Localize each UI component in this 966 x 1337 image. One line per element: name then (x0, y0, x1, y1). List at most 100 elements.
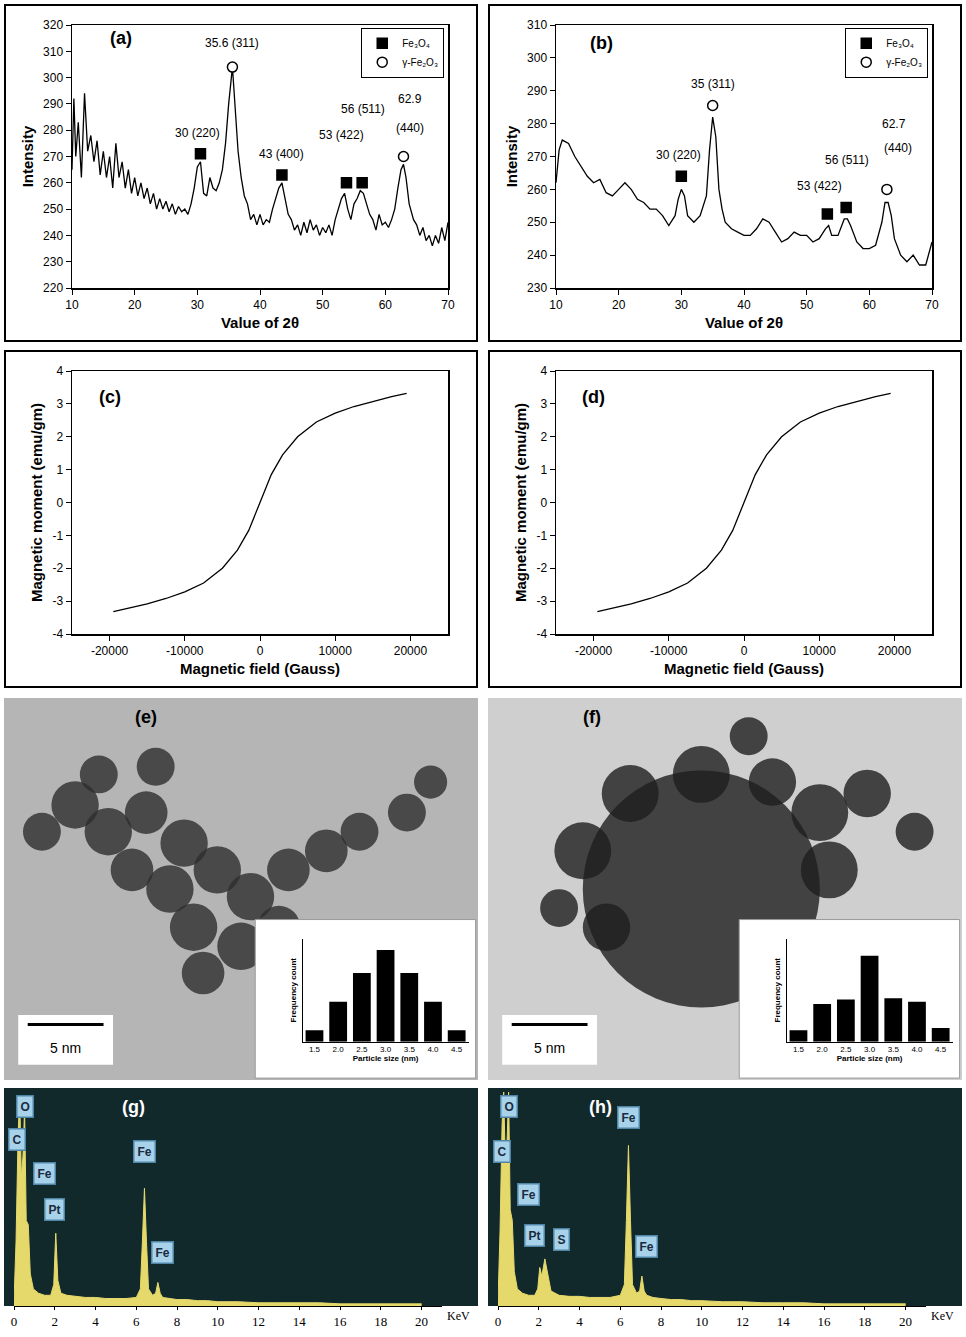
svg-text:4: 4 (56, 364, 63, 378)
svg-text:300: 300 (43, 71, 63, 85)
svg-text:2.0: 2.0 (817, 1045, 829, 1054)
svg-text:310: 310 (527, 18, 547, 32)
svg-text:56 (511): 56 (511) (341, 102, 385, 116)
svg-text:Particle size (nm): Particle size (nm) (353, 1054, 419, 1063)
svg-text:1.5: 1.5 (793, 1045, 805, 1054)
svg-text:(h): (h) (589, 1097, 612, 1117)
svg-text:240: 240 (527, 248, 547, 262)
svg-text:-4: -4 (52, 627, 63, 641)
svg-text:Intensity: Intensity (19, 125, 36, 187)
svg-text:Frequency count: Frequency count (773, 958, 782, 1023)
svg-text:16: 16 (818, 1314, 832, 1329)
svg-text:Fe₃O₄: Fe₃O₄ (402, 38, 430, 49)
svg-text:-10000: -10000 (166, 644, 204, 658)
svg-text:Magnetic field (Gauss): Magnetic field (Gauss) (180, 660, 340, 677)
svg-text:Value of 2θ: Value of 2θ (705, 314, 783, 331)
svg-text:2: 2 (52, 1314, 59, 1329)
svg-text:70: 70 (925, 298, 939, 312)
svg-text:53 (422): 53 (422) (797, 179, 842, 193)
svg-text:Frequency count: Frequency count (289, 958, 298, 1023)
svg-text:4.5: 4.5 (935, 1045, 947, 1054)
svg-text:3.5: 3.5 (404, 1045, 416, 1054)
svg-text:240: 240 (43, 229, 63, 243)
svg-text:O: O (21, 1100, 30, 1114)
svg-text:4: 4 (540, 364, 547, 378)
svg-text:γ-Fe₂O₃: γ-Fe₂O₃ (886, 57, 922, 68)
svg-text:20000: 20000 (878, 644, 912, 658)
svg-text:(d): (d) (582, 387, 605, 407)
svg-text:(g): (g) (122, 1097, 145, 1117)
svg-text:3.0: 3.0 (864, 1045, 876, 1054)
svg-text:C: C (498, 1145, 507, 1159)
svg-text:10000: 10000 (319, 644, 353, 658)
svg-text:-10000: -10000 (650, 644, 688, 658)
svg-text:1: 1 (56, 463, 63, 477)
svg-text:2.5: 2.5 (356, 1045, 368, 1054)
svg-text:(f): (f) (583, 707, 601, 727)
svg-text:30 (220): 30 (220) (656, 148, 701, 162)
svg-text:30: 30 (675, 298, 689, 312)
svg-text:270: 270 (527, 150, 547, 164)
svg-text:(440): (440) (884, 141, 912, 155)
svg-text:250: 250 (43, 202, 63, 216)
svg-text:-1: -1 (536, 529, 547, 543)
svg-text:20: 20 (612, 298, 626, 312)
svg-text:-2: -2 (52, 561, 63, 575)
svg-text:300: 300 (527, 51, 547, 65)
svg-text:-3: -3 (536, 594, 547, 608)
svg-text:(440): (440) (396, 121, 424, 135)
svg-text:Pt: Pt (529, 1229, 541, 1243)
svg-text:62.9: 62.9 (398, 92, 422, 106)
svg-text:260: 260 (527, 183, 547, 197)
svg-text:4.5: 4.5 (451, 1045, 463, 1054)
svg-text:KeV: KeV (931, 1309, 954, 1323)
svg-text:1.5: 1.5 (309, 1045, 321, 1054)
svg-text:Magnetic moment (emu/gm): Magnetic moment (emu/gm) (512, 403, 529, 602)
svg-text:18: 18 (858, 1314, 871, 1329)
svg-text:260: 260 (43, 176, 63, 190)
svg-text:3: 3 (540, 397, 547, 411)
svg-text:-3: -3 (52, 594, 63, 608)
svg-text:2: 2 (536, 1314, 543, 1329)
svg-text:12: 12 (252, 1314, 265, 1329)
svg-text:30 (220): 30 (220) (175, 126, 220, 140)
svg-text:(c): (c) (99, 387, 121, 407)
svg-text:Particle size (nm): Particle size (nm) (837, 1054, 903, 1063)
svg-text:0: 0 (540, 496, 547, 510)
svg-text:10: 10 (549, 298, 563, 312)
svg-text:(b): (b) (590, 33, 613, 53)
svg-text:20: 20 (899, 1314, 912, 1329)
svg-text:40: 40 (253, 298, 267, 312)
svg-text:10: 10 (65, 298, 79, 312)
svg-text:-4: -4 (536, 627, 547, 641)
svg-text:14: 14 (293, 1314, 307, 1329)
svg-text:60: 60 (379, 298, 393, 312)
svg-text:290: 290 (43, 97, 63, 111)
svg-text:Fe: Fe (156, 1246, 170, 1260)
svg-text:γ-Fe₂O₃: γ-Fe₂O₃ (402, 57, 438, 68)
svg-text:230: 230 (43, 255, 63, 269)
svg-text:C: C (13, 1133, 22, 1147)
svg-text:-20000: -20000 (575, 644, 613, 658)
svg-text:8: 8 (658, 1314, 665, 1329)
svg-text:4: 4 (92, 1314, 99, 1329)
svg-text:5 nm: 5 nm (50, 1040, 81, 1056)
svg-text:10000: 10000 (803, 644, 837, 658)
svg-text:-2: -2 (536, 561, 547, 575)
svg-text:3.5: 3.5 (888, 1045, 900, 1054)
svg-text:10: 10 (695, 1314, 708, 1329)
svg-text:Magnetic field (Gauss): Magnetic field (Gauss) (664, 660, 824, 677)
svg-text:Fe: Fe (640, 1240, 654, 1254)
svg-text:230: 230 (527, 281, 547, 295)
svg-text:40: 40 (737, 298, 751, 312)
svg-text:20: 20 (128, 298, 142, 312)
svg-text:270: 270 (43, 150, 63, 164)
svg-text:O: O (505, 1100, 514, 1114)
svg-text:12: 12 (736, 1314, 749, 1329)
svg-text:Pt: Pt (49, 1203, 61, 1217)
svg-text:5 nm: 5 nm (534, 1040, 565, 1056)
svg-text:6: 6 (617, 1314, 624, 1329)
svg-text:0: 0 (257, 644, 264, 658)
svg-text:4.0: 4.0 (427, 1045, 439, 1054)
svg-text:0: 0 (741, 644, 748, 658)
